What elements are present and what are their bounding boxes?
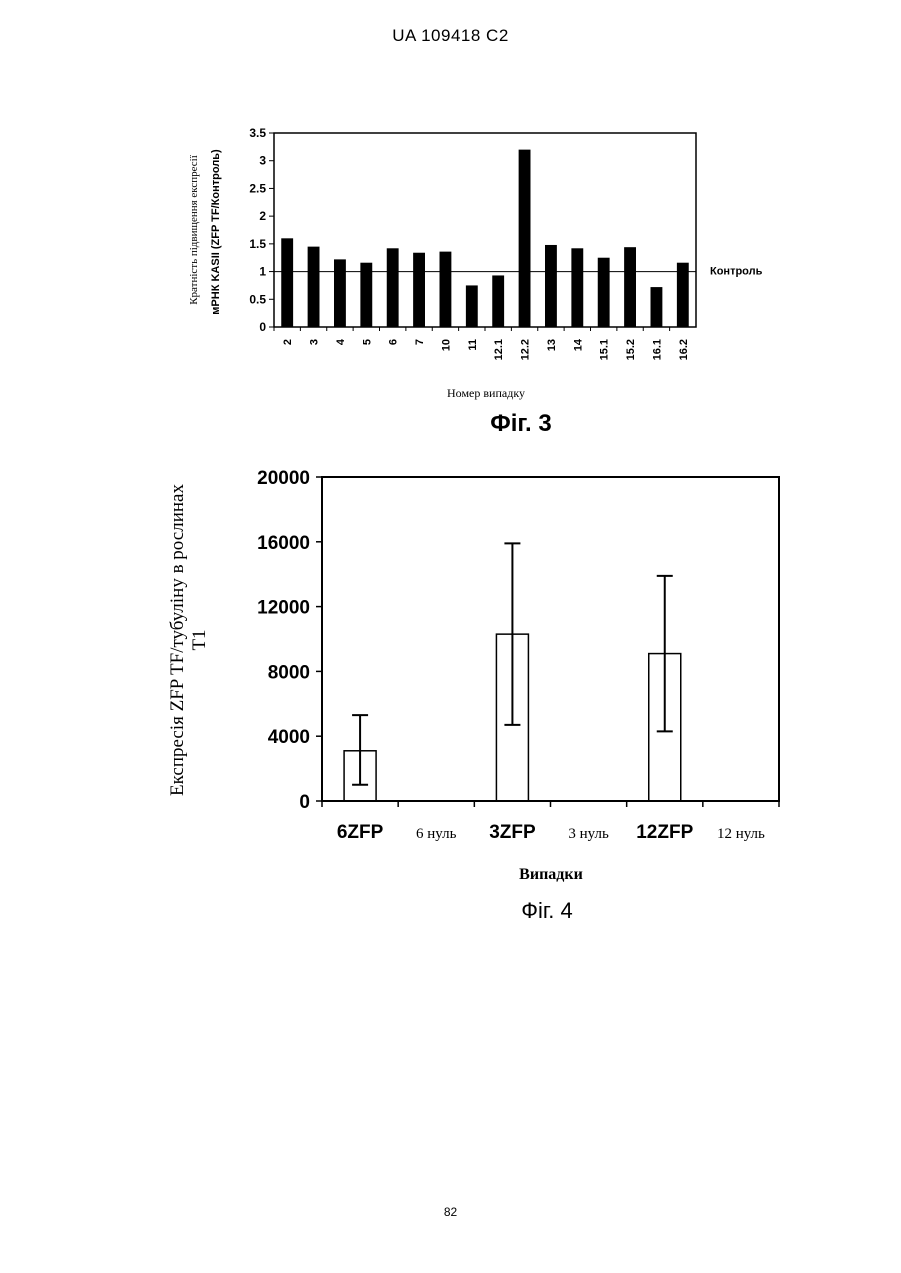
page-number: 82 [0, 1205, 901, 1219]
fig4-x-tick-label: 3ZFP [489, 822, 536, 843]
fig4-x-tick-label: 3 нуль [568, 826, 609, 842]
fig4-y-tick-label: 0 [299, 792, 310, 813]
fig4-x-axis-label: Випадки [519, 866, 583, 883]
fig4-caption: Фіг. 4 [521, 898, 572, 923]
figure-4-chart: 0 4000 8000 12000 16000 20000 6ZFP 6 нуль 3ZFP 3… [0, 0, 901, 960]
fig4-y-tick-label: 20000 [257, 468, 310, 489]
fig4-x-tick-label: 6 нуль [416, 826, 457, 842]
fig4-y-axis-label-line2: T1 [189, 629, 210, 650]
fig4-y-tick-label: 4000 [268, 727, 310, 748]
fig4-y-ticks: 0 4000 8000 12000 16000 20000 [257, 468, 322, 813]
fig4-x-tick-label: 12ZFP [636, 822, 693, 843]
fig4-y-tick-label: 8000 [268, 662, 310, 683]
fig4-y-tick-label: 12000 [257, 598, 310, 619]
fig4-x-ticks: 6ZFP 6 нуль 3ZFP 3 нуль 12ZFP 12 нуль [322, 801, 779, 843]
fig4-y-axis-label-line1: Експресія ZFP TF/тубуліну в рослинах [167, 484, 188, 796]
fig4-y-tick-label: 16000 [257, 533, 310, 554]
fig4-x-tick-label: 12 нуль [717, 826, 765, 842]
fig4-x-tick-label: 6ZFP [337, 822, 384, 843]
fig4-plot-frame [322, 477, 779, 801]
